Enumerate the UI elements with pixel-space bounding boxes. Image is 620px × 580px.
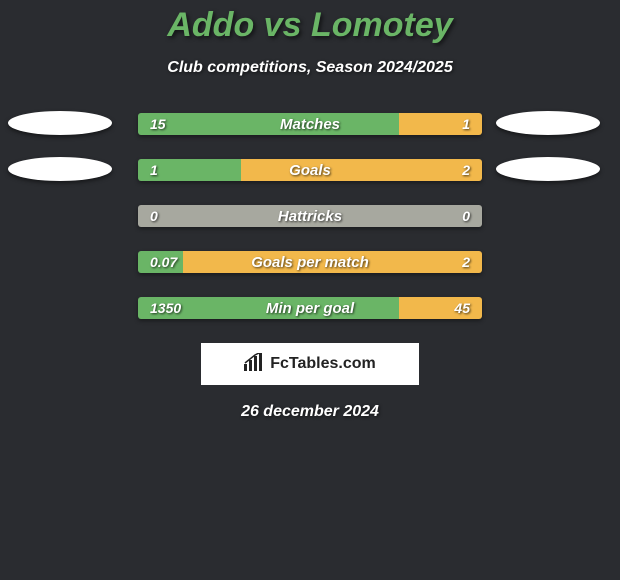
vs-text: vs	[264, 6, 302, 44]
stat-bar: 151Matches	[138, 113, 482, 135]
stat-row: 0.072Goals per match	[0, 251, 620, 273]
stat-bar-right-segment	[241, 159, 482, 181]
stat-row: 0 0Hattricks	[0, 205, 620, 227]
stat-bar-left-segment	[138, 159, 241, 181]
stat-bar-right-segment	[183, 251, 482, 273]
stat-row: 151Matches	[0, 113, 620, 135]
page-title: Addo vs Lomotey	[0, 0, 620, 45]
stat-bar: 12Goals	[138, 159, 482, 181]
stats-rows: 151Matches 12Goals 0 0Hattricks 0.072Goals p…	[0, 113, 620, 319]
stat-bar: 0 0Hattricks	[138, 205, 482, 227]
stat-value-left: 0	[150, 205, 158, 227]
player-b-name: Lomotey	[311, 6, 453, 44]
brand-box: FcTables.com	[201, 343, 419, 385]
player-a-oval	[8, 111, 112, 135]
stat-bar: 135045Min per goal	[138, 297, 482, 319]
stat-bar-left-segment	[138, 251, 183, 273]
stat-bar-right-segment	[399, 113, 482, 135]
date-text: 26 december 2024	[0, 403, 620, 421]
brand-chart-icon	[244, 353, 264, 376]
stat-value-right: 0	[462, 205, 470, 227]
stat-row: 135045Min per goal	[0, 297, 620, 319]
stat-bar-right-segment	[399, 297, 482, 319]
stat-row: 12Goals	[0, 159, 620, 181]
player-a-name: Addo	[167, 6, 254, 44]
subtitle: Club competitions, Season 2024/2025	[0, 59, 620, 77]
brand-text: FcTables.com	[270, 355, 376, 373]
player-b-oval	[496, 157, 600, 181]
player-b-oval	[496, 111, 600, 135]
stat-bar: 0.072Goals per match	[138, 251, 482, 273]
player-a-oval	[8, 157, 112, 181]
stat-bar-left-segment	[138, 297, 399, 319]
stat-label: Hattricks	[138, 205, 482, 227]
stat-bar-left-segment	[138, 113, 399, 135]
